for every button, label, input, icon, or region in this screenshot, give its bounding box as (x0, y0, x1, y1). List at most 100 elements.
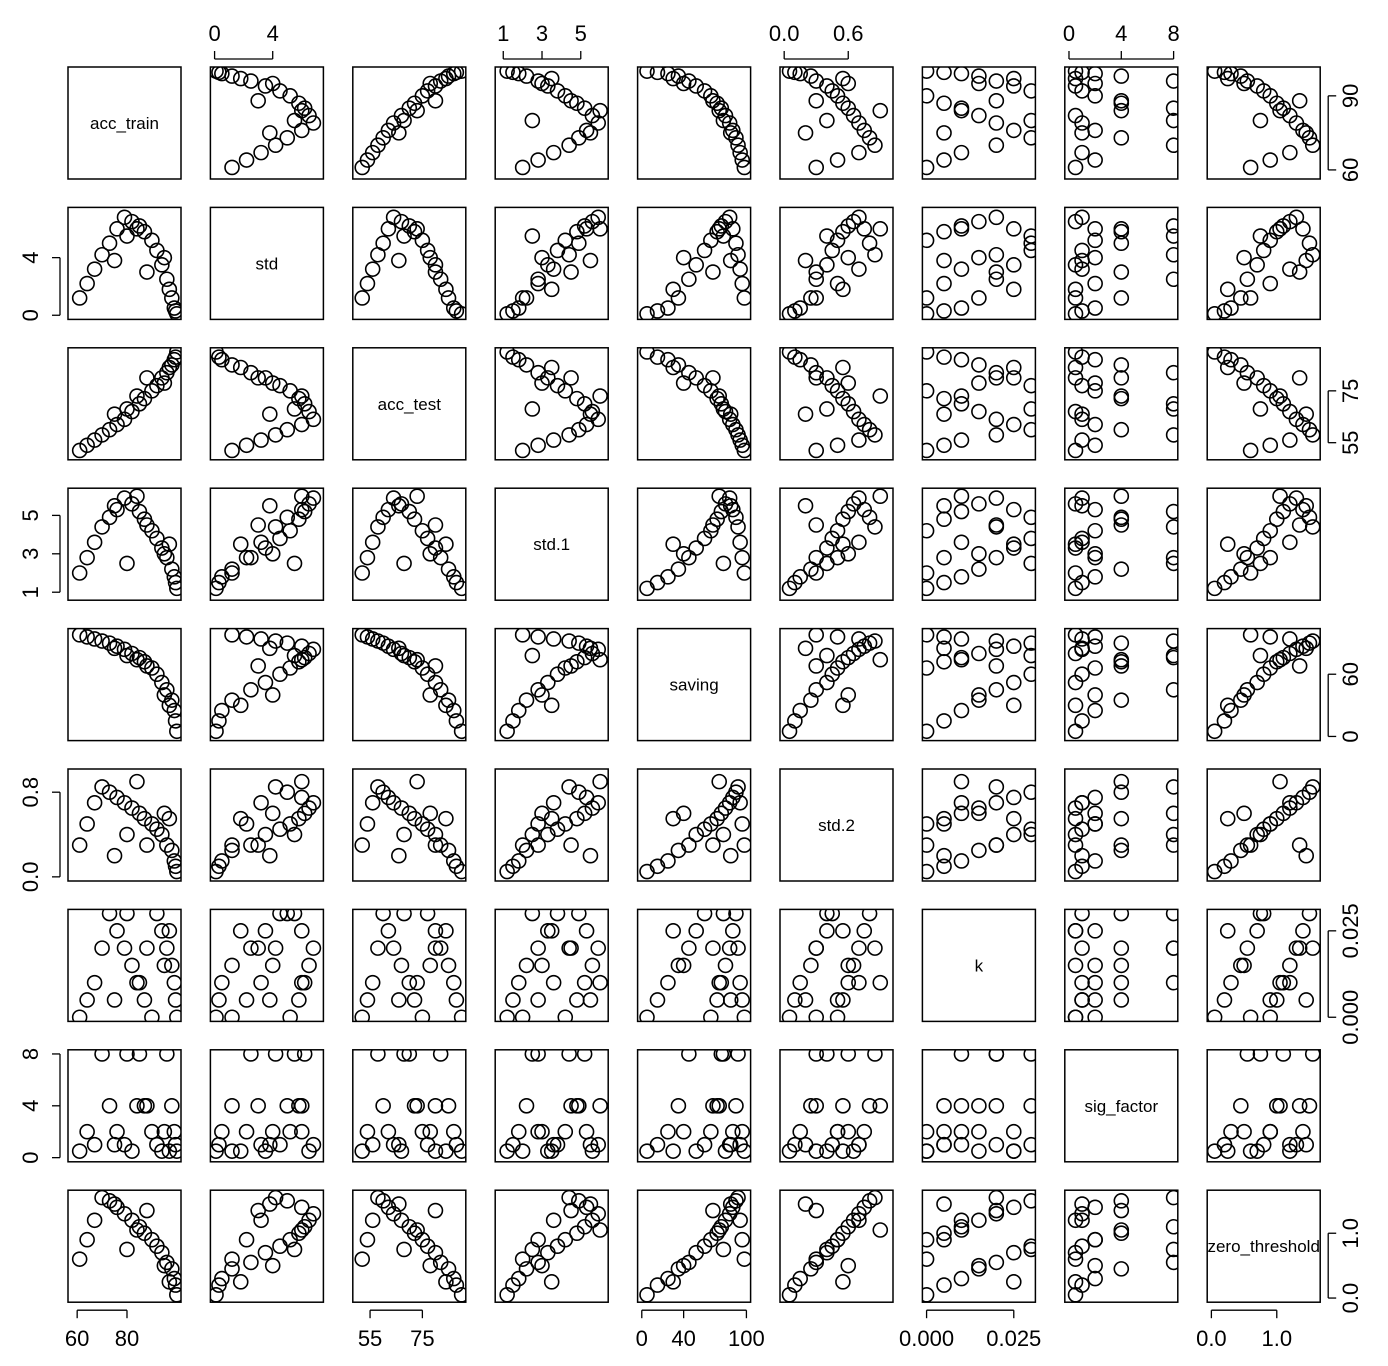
point (840, 1257, 857, 1274)
panel-frame (921, 1189, 1037, 1303)
point (267, 779, 284, 795)
point (649, 67, 666, 81)
point (364, 534, 381, 551)
point (1239, 549, 1256, 566)
point (792, 974, 808, 991)
point (872, 388, 889, 404)
y-tick-label: 1.0 (1338, 1218, 1363, 1249)
point (563, 940, 579, 956)
point (1005, 674, 1022, 691)
point (713, 805, 730, 822)
x-tick-label: 0.025 (986, 1326, 1041, 1351)
point (1165, 1254, 1178, 1271)
point (1087, 1009, 1103, 1022)
point (1291, 940, 1308, 956)
point (1216, 349, 1233, 365)
point (922, 863, 935, 880)
point (159, 1049, 175, 1062)
point (797, 1136, 814, 1153)
point (505, 992, 521, 1008)
point (851, 432, 867, 448)
point (861, 421, 878, 438)
point (1005, 281, 1022, 298)
point (1005, 1143, 1022, 1159)
point (1288, 1136, 1305, 1153)
y-tick-label: 0.000 (1338, 990, 1363, 1045)
point (1067, 723, 1084, 740)
point (819, 401, 835, 417)
point (264, 687, 281, 703)
point (1067, 442, 1084, 459)
point (305, 490, 322, 506)
point (440, 561, 457, 577)
point (116, 490, 133, 506)
point (1074, 534, 1090, 551)
point (1239, 940, 1256, 956)
point (232, 1143, 249, 1159)
point (1282, 1136, 1298, 1153)
point (936, 67, 952, 81)
point (540, 370, 556, 386)
point (1165, 364, 1178, 381)
point (149, 821, 165, 838)
panel-frame (209, 1189, 325, 1303)
point (803, 1098, 819, 1114)
point (1005, 810, 1022, 827)
point (1165, 100, 1178, 116)
panel (499, 909, 608, 1022)
point (1262, 992, 1279, 1008)
point (1255, 242, 1272, 259)
point (354, 565, 371, 581)
point (71, 290, 88, 306)
point (670, 561, 687, 577)
point (305, 1136, 322, 1153)
point (109, 638, 125, 655)
point (578, 416, 595, 433)
panel (781, 488, 889, 597)
point (1207, 67, 1223, 79)
point (1272, 974, 1288, 991)
point (1074, 847, 1090, 864)
point (1113, 992, 1130, 1008)
point (210, 723, 224, 740)
point (845, 403, 862, 420)
point (592, 651, 608, 668)
point (1252, 647, 1269, 664)
point (953, 432, 970, 448)
point (136, 223, 153, 240)
point (396, 228, 412, 244)
panel-frame (779, 1189, 894, 1303)
panel (354, 209, 466, 320)
point (705, 92, 721, 109)
point (660, 569, 676, 585)
point (792, 1123, 808, 1140)
point (922, 306, 935, 320)
point (224, 1143, 240, 1159)
point (1005, 826, 1022, 843)
point (224, 1098, 240, 1114)
point (819, 923, 835, 939)
point (161, 697, 178, 714)
point (808, 681, 825, 698)
point (257, 78, 274, 94)
panel-frame (352, 627, 467, 742)
point (819, 370, 835, 386)
point (675, 1257, 692, 1274)
point (86, 261, 103, 277)
point (1165, 681, 1178, 698)
point (936, 1277, 952, 1293)
point (851, 631, 867, 647)
point (711, 488, 728, 504)
panel-frame (352, 206, 467, 321)
point (792, 1270, 808, 1287)
point (279, 909, 296, 922)
point (688, 826, 704, 843)
point (808, 370, 825, 386)
point (557, 1231, 574, 1248)
point (1067, 536, 1084, 553)
point (728, 235, 744, 252)
point (250, 837, 266, 853)
point (86, 974, 103, 991)
panel (639, 1049, 751, 1159)
point (936, 1136, 952, 1153)
